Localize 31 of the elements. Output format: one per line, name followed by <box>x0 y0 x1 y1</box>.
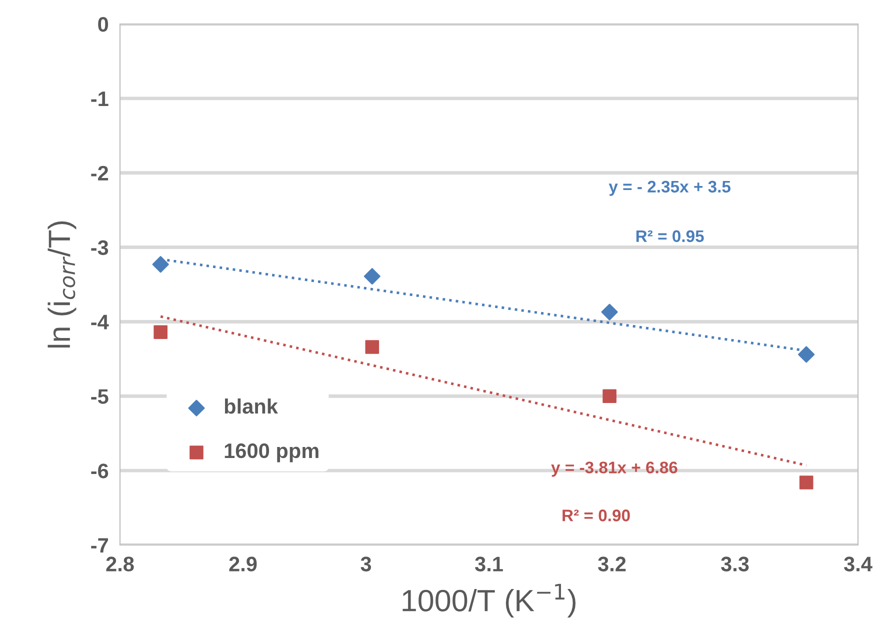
x-tick-label: 3.4 <box>844 556 872 572</box>
y-tick-label: 0 <box>98 17 108 32</box>
y-tick-label: -2 <box>91 166 108 180</box>
point <box>152 256 169 273</box>
y-tick-label: -7 <box>91 538 108 553</box>
annotation: R² = 0.90 <box>562 510 630 522</box>
x-tick-label: 3 <box>360 556 372 572</box>
y-tick-label: -5 <box>91 389 108 404</box>
x-tick-label: 3.3 <box>721 556 749 572</box>
y-tick-label: -4 <box>91 314 109 330</box>
point <box>364 268 380 285</box>
x-axis-title: 1000/T (K$^{−1}$) <box>402 584 576 618</box>
y-tick-label: -6 <box>91 464 108 478</box>
x-tick-label: 2.8 <box>106 556 134 572</box>
y-axis-title: ln (i$_{corr}$/T) <box>48 221 76 348</box>
x-tick-label: 2.9 <box>229 556 257 572</box>
point <box>601 304 618 320</box>
y-tick-label: -1 <box>91 92 108 106</box>
annotation: y = - 2.35x + 3.5 <box>608 180 731 196</box>
annotation: R² = 0.95 <box>636 230 704 242</box>
annotation: y = -3.81x + 6.86 <box>551 462 678 477</box>
point <box>798 346 815 363</box>
legend-label: 1600 ppm <box>224 443 318 462</box>
legend-label: blank <box>224 398 278 414</box>
x-tick-label: 3.1 <box>475 556 503 572</box>
point <box>799 476 814 490</box>
y-tick-label: -3 <box>91 240 108 256</box>
x-tick-label: 3.2 <box>598 556 626 572</box>
point <box>365 340 380 354</box>
point <box>154 325 168 340</box>
point <box>602 389 616 404</box>
